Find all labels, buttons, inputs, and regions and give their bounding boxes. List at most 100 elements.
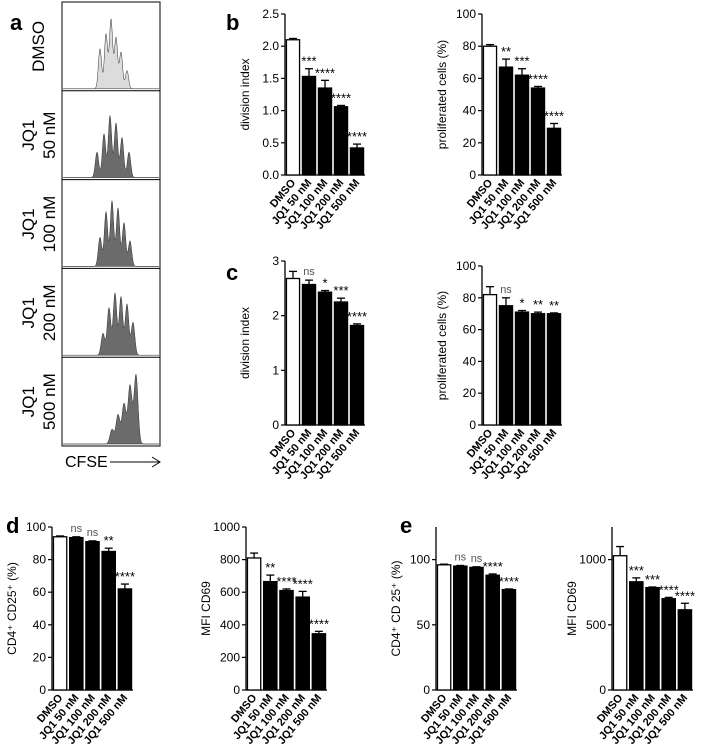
histogram-peaks: [63, 200, 159, 267]
bar-3: [530, 87, 546, 176]
significance-label-4: ****: [675, 588, 695, 603]
bar-4: [501, 588, 517, 691]
y-tick-label: 100: [456, 259, 476, 273]
y-axis-label: division index: [238, 307, 252, 379]
histogram-row-label: JQ1 500 nM: [19, 373, 59, 430]
histogram-frame: [61, 1, 161, 447]
bar-0: [246, 557, 262, 691]
significance-label-1: ***: [301, 54, 316, 69]
bar-3: [485, 574, 500, 691]
panel-letter-a: a: [10, 10, 23, 35]
y-tick-label: 60: [463, 323, 477, 337]
bar-1: [69, 536, 84, 691]
histogram-row-label-line: JQ1: [19, 120, 38, 151]
significance-label-4: ****: [499, 574, 519, 589]
histogram-row-label-line: 50 nM: [40, 112, 59, 159]
significance-label-1: ns: [500, 284, 512, 296]
y-tick-label: 800: [220, 553, 240, 567]
significance-label-1: **: [501, 44, 511, 59]
bar-1: [301, 283, 317, 426]
bar-1: [498, 305, 514, 426]
significance-label-1: ns: [303, 266, 315, 278]
bar-4: [546, 313, 562, 426]
y-axis-label: CD4⁺ CD25⁺ (%): [5, 562, 19, 655]
significance-label-2: ***: [514, 54, 529, 69]
bar-1: [263, 580, 278, 691]
y-tick-label: 2.5: [262, 7, 279, 21]
y-tick-label: 0: [233, 683, 240, 697]
significance-label-4: ****: [309, 616, 329, 631]
significance-label-2: *: [322, 276, 327, 291]
y-tick-label: 200: [220, 650, 240, 664]
y-tick-label: 100: [456, 7, 476, 21]
bar-0: [612, 555, 628, 691]
y-axis-label: division index: [238, 58, 252, 130]
bar-1: [498, 66, 514, 176]
histogram-row-label: JQ1 200 nM: [19, 284, 59, 341]
bar-4: [349, 147, 365, 176]
y-tick-label: 3: [272, 254, 279, 268]
bar-4: [349, 324, 365, 426]
significance-label-2: ***: [645, 572, 660, 587]
y-tick-label: 40: [463, 104, 477, 118]
y-axis-label: proliferated cells (%): [435, 291, 449, 400]
significance-label-4: ****: [544, 108, 564, 123]
bar-4: [546, 127, 562, 176]
bar-4: [311, 633, 327, 691]
bar-2: [317, 291, 333, 426]
y-tick-label: 0: [599, 683, 606, 697]
histogram-row-label: JQ1 50 nM: [19, 112, 59, 159]
bar-3: [530, 313, 546, 426]
significance-label-2: ****: [276, 574, 296, 589]
y-tick-label: 500: [586, 618, 606, 632]
panel-letter-e: e: [400, 513, 412, 538]
bar-1: [453, 565, 468, 691]
y-tick-label: 1000: [579, 553, 606, 567]
significance-label-3: ****: [483, 559, 503, 574]
y-tick-label: 40: [463, 354, 477, 368]
significance-label-1: ns: [454, 551, 466, 563]
bar-0: [52, 536, 68, 691]
significance-label-2: ns: [471, 553, 483, 565]
histogram-row-label-line: JQ1: [19, 386, 38, 417]
y-tick-label: 20: [33, 650, 47, 664]
y-tick-label: 100: [410, 553, 430, 567]
y-tick-label: 50: [417, 618, 431, 632]
bar-0: [285, 39, 301, 176]
panel-letter-b: b: [226, 10, 239, 35]
significance-label-1: ***: [629, 563, 644, 578]
bar-2: [514, 311, 530, 426]
bar-2: [469, 566, 484, 691]
histogram-row-label-line: JQ1: [19, 208, 38, 239]
y-tick-label: 2: [272, 309, 279, 323]
significance-label-2: ns: [87, 527, 99, 539]
cfse-axis-arrow-head: [151, 456, 161, 468]
bar-3: [333, 301, 349, 426]
y-tick-label: 80: [463, 291, 477, 305]
histogram-peaks: [63, 115, 159, 178]
histogram-row-label-line: JQ1: [19, 297, 38, 328]
bar-2: [85, 541, 100, 691]
y-tick-label: 1: [272, 363, 279, 377]
y-tick-label: 20: [463, 386, 477, 400]
significance-label-4: ****: [115, 569, 135, 584]
y-tick-label: 0: [469, 418, 476, 432]
y-tick-label: 0: [423, 683, 430, 697]
y-tick-label: 60: [463, 71, 477, 85]
bar-0: [482, 293, 498, 426]
y-axis-label: MFI CD69: [565, 581, 579, 636]
histogram-row-label-line: 500 nM: [40, 373, 59, 430]
significance-label-1: **: [265, 560, 275, 575]
bar-0: [482, 45, 498, 176]
y-tick-label: 0: [272, 418, 279, 432]
panel-letter-c: c: [226, 260, 238, 285]
histogram-peaks: [63, 18, 159, 90]
histogram-row-label: DMSO: [29, 21, 48, 72]
histogram-peaks: [63, 292, 159, 356]
histogram-row-label: JQ1 100 nM: [19, 196, 59, 253]
y-tick-label: 1.5: [262, 71, 279, 85]
